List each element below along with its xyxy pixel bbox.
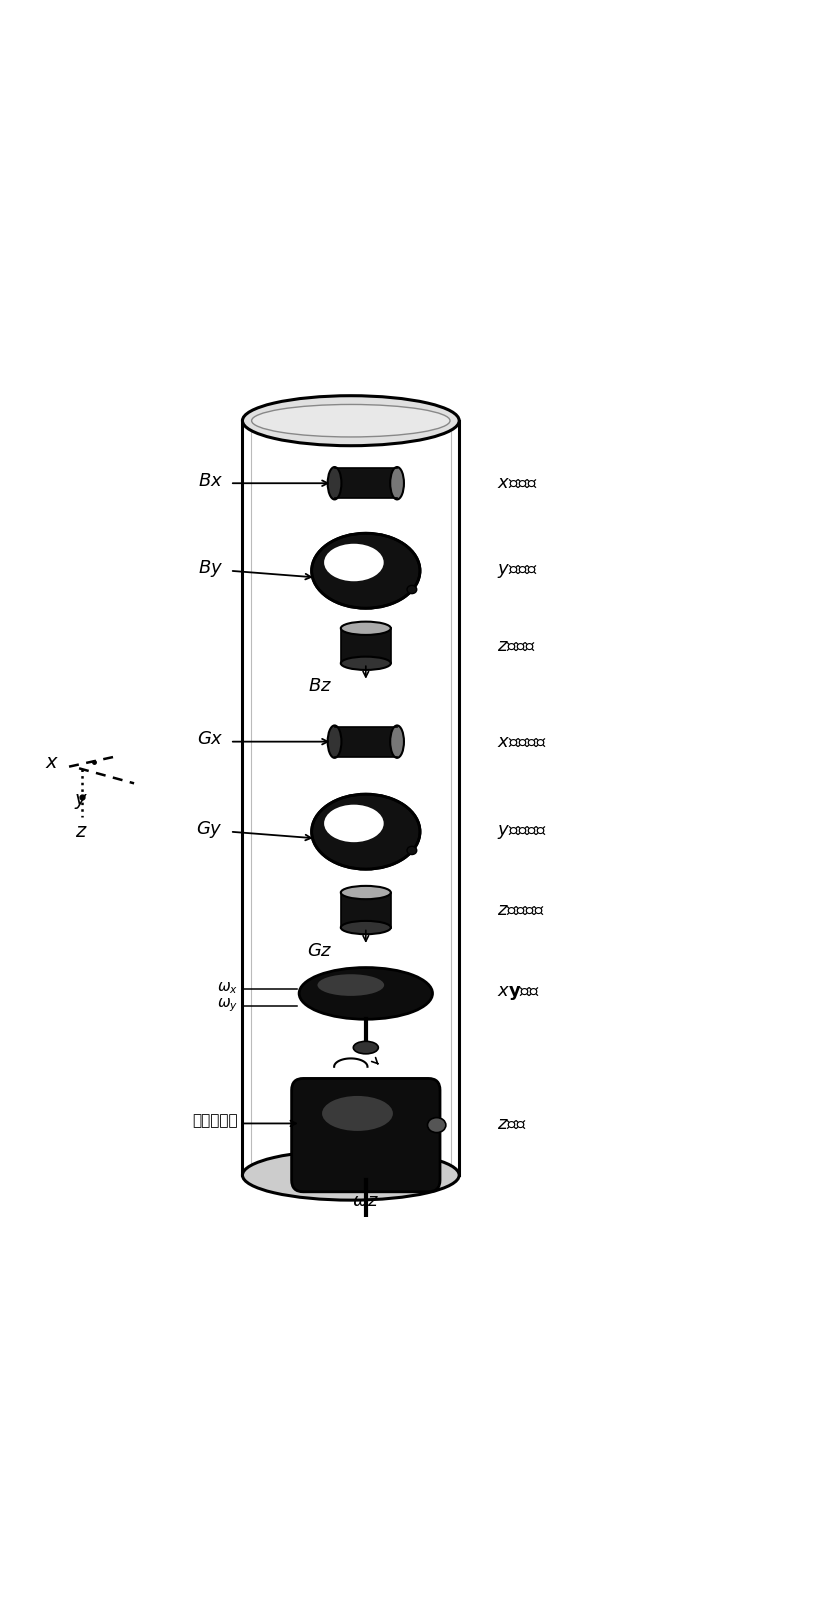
Text: $\omega_y$: $\omega_y$ [217,997,238,1014]
Ellipse shape [341,656,391,670]
Ellipse shape [317,974,384,995]
Ellipse shape [353,1042,378,1054]
Text: $\omega_x$: $\omega_x$ [217,981,238,997]
Text: $\it{Bz}$: $\it{Bz}$ [308,677,332,696]
Text: $\it{x}$y陀螺: $\it{x}$y陀螺 [497,984,540,1002]
Bar [341,629,391,664]
Text: $\it{x}$磁通门: $\it{x}$磁通门 [497,474,537,493]
Ellipse shape [407,846,417,854]
Text: $z$: $z$ [75,824,88,842]
Ellipse shape [311,533,420,608]
Text: 冗余输入轴: 冗余输入轴 [193,1114,238,1128]
Text: $\it{Gy}$: $\it{Gy}$ [196,819,223,840]
Ellipse shape [407,586,417,594]
Text: $\it{y}$加速度计: $\it{y}$加速度计 [497,822,546,840]
Text: $\it{y}$磁通门: $\it{y}$磁通门 [497,562,537,579]
Text: $x$: $x$ [45,754,59,773]
Bar [335,469,397,498]
Bar [341,893,391,928]
Ellipse shape [311,794,420,869]
Text: $\it{Gx}$: $\it{Gx}$ [196,730,223,749]
Text: $\it{Bx}$: $\it{Bx}$ [198,472,223,490]
Ellipse shape [341,622,391,635]
Text: $\it{By}$: $\it{By}$ [198,558,223,579]
Text: $\it{Gz}$: $\it{Gz}$ [306,942,332,960]
Ellipse shape [324,805,384,842]
Ellipse shape [242,395,459,446]
Text: $\it{x}$加速度计: $\it{x}$加速度计 [497,733,546,750]
Ellipse shape [327,467,342,499]
Ellipse shape [322,1096,393,1131]
Ellipse shape [390,725,404,758]
Ellipse shape [324,544,384,581]
Ellipse shape [299,968,433,1019]
Text: $\omega z$: $\omega z$ [352,1192,379,1210]
Text: $\it{z}$陀螺: $\it{z}$陀螺 [497,1115,527,1133]
Ellipse shape [428,1118,446,1133]
Ellipse shape [341,886,391,899]
Text: $\it{z}$加速度计: $\it{z}$加速度计 [497,901,544,918]
Bar [242,421,459,1174]
Bar [335,726,397,757]
Ellipse shape [251,405,450,437]
Text: $\it{z}$磁通门: $\it{z}$磁通门 [497,637,535,654]
FancyBboxPatch shape [291,1078,440,1192]
Text: $y$: $y$ [74,792,89,811]
Ellipse shape [242,1150,459,1200]
Ellipse shape [390,467,404,499]
Ellipse shape [327,725,342,758]
Ellipse shape [341,922,391,934]
